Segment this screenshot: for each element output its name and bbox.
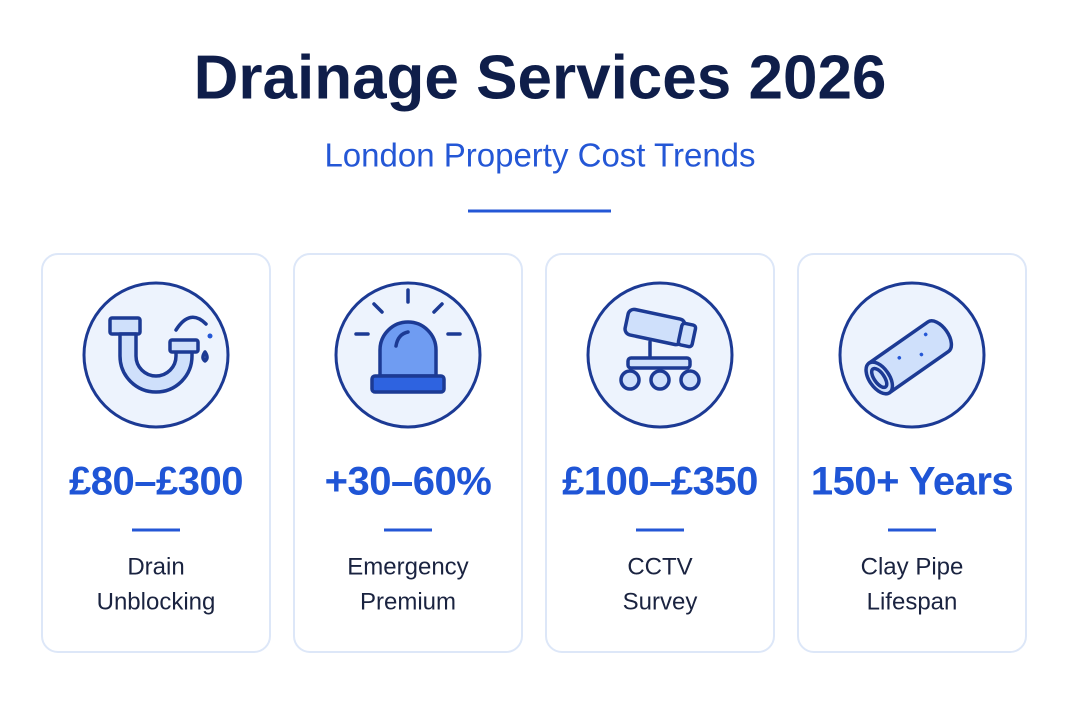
- stat-label: CCTV: [627, 553, 692, 580]
- stat-label: Lifespan: [867, 588, 958, 615]
- stat-value: £100–£350: [562, 460, 758, 504]
- clay-pipe-icon: [864, 319, 954, 396]
- stat-label: Clay Pipe: [861, 553, 964, 580]
- siren-icon: [354, 288, 462, 394]
- card: £80–£300 Drain Unblocking: [41, 253, 271, 653]
- stat-label: Survey: [623, 588, 698, 615]
- stat-label: Emergency: [347, 553, 468, 580]
- card: £100–£350 CCTV Survey: [545, 253, 775, 653]
- subtitle: London Property Cost Trends: [324, 137, 755, 174]
- stat-value: £80–£300: [69, 460, 243, 504]
- stat-label: Unblocking: [97, 588, 216, 615]
- stat-value: +30–60%: [325, 460, 492, 504]
- pipe-icon: [108, 315, 213, 394]
- card: +30–60% Emergency Premium: [293, 253, 523, 653]
- card: 150+ Years Clay Pipe Lifespan: [797, 253, 1027, 653]
- stat-label: Premium: [360, 588, 456, 615]
- cctv-icon: [619, 307, 701, 391]
- stat-value: 150+ Years: [811, 460, 1013, 504]
- stat-label: Drain: [127, 553, 184, 580]
- title: Drainage Services 2026: [194, 43, 887, 112]
